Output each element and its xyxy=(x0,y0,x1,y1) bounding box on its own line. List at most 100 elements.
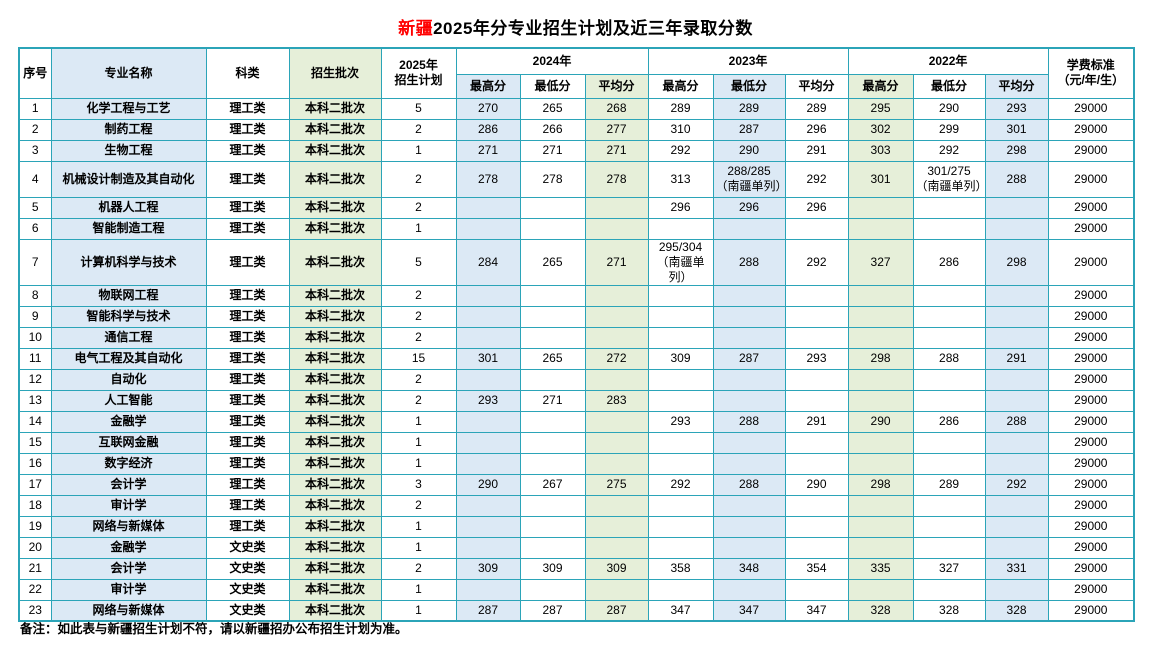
cell-score: 348 xyxy=(712,557,786,580)
cell-major-name: 机器人工程 xyxy=(50,196,207,219)
cell-tuition: 29000 xyxy=(1047,578,1135,601)
cell-plan-2025: 1 xyxy=(380,217,457,240)
cell-batch: 本科二批次 xyxy=(288,389,382,412)
cell-score xyxy=(455,578,521,601)
column-subheader: 最高分 xyxy=(647,73,714,99)
column-header: 学费标准 （元/年/生） xyxy=(1047,47,1135,99)
cell-plan-2025: 1 xyxy=(380,139,457,162)
cell-score xyxy=(519,431,586,454)
cell-tuition: 29000 xyxy=(1047,196,1135,219)
cell-index: 7 xyxy=(18,238,52,286)
cell-score xyxy=(984,452,1049,475)
cell-score: 298 xyxy=(847,347,914,370)
cell-score xyxy=(519,515,586,538)
cell-score xyxy=(712,536,786,559)
cell-score: 328 xyxy=(847,599,914,622)
cell-major-name: 会计学 xyxy=(50,557,207,580)
cell-score xyxy=(784,389,849,412)
cell-score xyxy=(712,284,786,307)
table-row: 10 通信工程 理工类 本科二批次 2 29000 xyxy=(18,326,1135,349)
cell-index: 15 xyxy=(18,431,52,454)
cell-score: 295/304 （南疆单列） xyxy=(647,238,714,286)
cell-score: 296 xyxy=(784,196,849,219)
cell-score xyxy=(584,284,649,307)
cell-score xyxy=(647,431,714,454)
cell-subject-type: 理工类 xyxy=(205,431,290,454)
table-row: 16 数字经济 理工类 本科二批次 1 29000 xyxy=(18,452,1135,475)
cell-tuition: 29000 xyxy=(1047,217,1135,240)
cell-score xyxy=(984,196,1049,219)
cell-score xyxy=(912,536,986,559)
cell-score: 290 xyxy=(912,97,986,120)
cell-batch: 本科二批次 xyxy=(288,326,382,349)
cell-major-name: 化学工程与工艺 xyxy=(50,97,207,120)
cell-batch: 本科二批次 xyxy=(288,515,382,538)
cell-subject-type: 理工类 xyxy=(205,97,290,120)
cell-score xyxy=(784,431,849,454)
cell-major-name: 网络与新媒体 xyxy=(50,515,207,538)
cell-major-name: 电气工程及其自动化 xyxy=(50,347,207,370)
cell-score xyxy=(647,389,714,412)
cell-score xyxy=(984,284,1049,307)
page-title-rest: 2025年分专业招生计划及近三年录取分数 xyxy=(433,19,753,38)
cell-score: 288 xyxy=(912,347,986,370)
cell-major-name: 智能科学与技术 xyxy=(50,305,207,328)
cell-plan-2025: 2 xyxy=(380,118,457,141)
cell-score: 265 xyxy=(519,347,586,370)
cell-score: 301 xyxy=(847,160,914,198)
cell-score xyxy=(912,284,986,307)
cell-score xyxy=(712,326,786,349)
table-row: 17 会计学 理工类 本科二批次 3 290 267 275 292 288 290 298 289 29… xyxy=(18,473,1135,496)
cell-score xyxy=(912,217,986,240)
cell-score xyxy=(784,536,849,559)
cell-score xyxy=(455,284,521,307)
cell-plan-2025: 1 xyxy=(380,515,457,538)
cell-subject-type: 理工类 xyxy=(205,368,290,391)
cell-score xyxy=(984,389,1049,412)
cell-score xyxy=(584,217,649,240)
cell-score: 267 xyxy=(519,473,586,496)
cell-score xyxy=(847,452,914,475)
cell-index: 18 xyxy=(18,494,52,517)
cell-score xyxy=(455,217,521,240)
cell-score: 288 xyxy=(712,410,786,433)
table-row: 22 审计学 文史类 本科二批次 1 29000 xyxy=(18,578,1135,601)
cell-plan-2025: 2 xyxy=(380,494,457,517)
cell-tuition: 29000 xyxy=(1047,599,1135,622)
table-row: 14 金融学 理工类 本科二批次 1 293 288 291 290 286 288 29000 xyxy=(18,410,1135,433)
cell-plan-2025: 2 xyxy=(380,557,457,580)
cell-score xyxy=(847,389,914,412)
cell-score: 331 xyxy=(984,557,1049,580)
cell-score xyxy=(712,431,786,454)
column-subheader: 最低分 xyxy=(519,73,586,99)
cell-subject-type: 理工类 xyxy=(205,196,290,219)
cell-score xyxy=(712,217,786,240)
cell-tuition: 29000 xyxy=(1047,494,1135,517)
cell-score xyxy=(912,196,986,219)
cell-score xyxy=(455,196,521,219)
column-header: 序号 xyxy=(18,47,52,99)
table-row: 3 生物工程 理工类 本科二批次 1 271 271 271 292 290 291 303 292 29… xyxy=(18,139,1135,162)
cell-score xyxy=(647,284,714,307)
column-header: 招生批次 xyxy=(288,47,382,99)
cell-plan-2025: 3 xyxy=(380,473,457,496)
cell-score xyxy=(584,578,649,601)
cell-tuition: 29000 xyxy=(1047,326,1135,349)
column-subheader: 最高分 xyxy=(455,73,521,99)
cell-score: 286 xyxy=(455,118,521,141)
cell-major-name: 智能制造工程 xyxy=(50,217,207,240)
cell-score xyxy=(784,494,849,517)
cell-index: 1 xyxy=(18,97,52,120)
cell-score: 293 xyxy=(455,389,521,412)
cell-score: 287 xyxy=(519,599,586,622)
cell-plan-2025: 1 xyxy=(380,536,457,559)
cell-score xyxy=(912,452,986,475)
cell-score xyxy=(519,536,586,559)
cell-score: 347 xyxy=(647,599,714,622)
cell-score xyxy=(519,196,586,219)
cell-score: 290 xyxy=(847,410,914,433)
cell-score xyxy=(519,494,586,517)
cell-score xyxy=(455,368,521,391)
cell-subject-type: 理工类 xyxy=(205,284,290,307)
cell-tuition: 29000 xyxy=(1047,368,1135,391)
